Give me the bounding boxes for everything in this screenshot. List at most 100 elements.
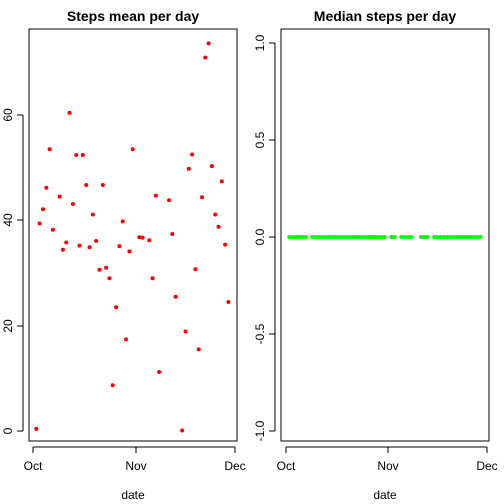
chart-title: Median steps per day xyxy=(314,8,457,24)
data-point xyxy=(94,238,99,243)
data-point xyxy=(346,235,351,239)
data-point xyxy=(213,212,218,217)
data-point xyxy=(389,235,394,239)
data-point xyxy=(468,235,473,239)
data-point xyxy=(432,235,437,239)
data-point xyxy=(127,249,132,254)
data-point xyxy=(157,370,162,374)
data-point xyxy=(399,235,404,239)
data-point xyxy=(323,235,328,239)
y-tick-label: 20 xyxy=(1,319,15,333)
panel-median-steps: Median steps per day Oct Nov Dec date -1… xyxy=(253,8,498,502)
data-point xyxy=(303,235,308,239)
data-point xyxy=(461,235,466,239)
x-tick-label: Dec xyxy=(476,459,497,473)
data-point xyxy=(465,235,470,239)
data-point xyxy=(478,235,483,239)
chart-title: Steps mean per day xyxy=(67,8,199,24)
data-point xyxy=(409,235,414,239)
data-point xyxy=(442,235,447,239)
y-tick-label: 0.5 xyxy=(253,131,267,148)
data-point xyxy=(475,235,480,239)
data-point xyxy=(167,198,171,203)
data-point xyxy=(330,235,335,239)
data-point xyxy=(349,235,354,239)
y-tick-label: 0 xyxy=(1,427,15,434)
data-point xyxy=(173,294,178,299)
data-point xyxy=(206,41,211,46)
data-point xyxy=(366,235,371,239)
data-point xyxy=(382,235,387,239)
data-point xyxy=(316,235,321,239)
data-point xyxy=(310,235,315,239)
data-point xyxy=(87,245,92,250)
y-axis: -1.0 -0.5 0.0 0.5 1.0 xyxy=(253,34,276,441)
data-point xyxy=(376,235,381,239)
data-point xyxy=(223,242,228,247)
data-point xyxy=(147,238,152,243)
points-layer xyxy=(34,41,231,433)
data-point xyxy=(124,337,128,342)
data-point xyxy=(60,247,65,252)
data-point xyxy=(130,147,135,152)
y-tick-label: 0.0 xyxy=(253,228,267,245)
data-point xyxy=(343,235,348,239)
data-point xyxy=(339,235,344,239)
data-point xyxy=(70,202,75,206)
panel-steps-mean: Steps mean per day Oct Nov Dec date 0 20… xyxy=(1,8,246,502)
data-point xyxy=(320,235,325,239)
data-point xyxy=(209,164,214,169)
data-point xyxy=(150,276,155,281)
x-tick-label: Nov xyxy=(377,459,398,473)
data-point xyxy=(445,235,450,239)
data-point xyxy=(293,235,298,239)
data-point xyxy=(41,207,45,212)
data-point xyxy=(353,235,358,239)
data-point xyxy=(363,235,367,239)
data-point xyxy=(64,240,69,245)
x-axis-label: date xyxy=(373,488,397,502)
data-point xyxy=(50,227,55,232)
data-point xyxy=(438,235,443,239)
data-point xyxy=(379,235,384,239)
plot-frame xyxy=(28,28,238,442)
data-point xyxy=(372,235,377,239)
x-axis-label: date xyxy=(121,488,145,502)
data-point xyxy=(74,153,79,157)
points-layer xyxy=(287,235,483,239)
data-point xyxy=(120,219,125,224)
x-axis: Oct Nov Dec date xyxy=(24,446,246,502)
plot-frame xyxy=(280,28,490,442)
data-point xyxy=(216,224,221,229)
data-point xyxy=(110,383,115,388)
data-point xyxy=(405,235,410,239)
data-point xyxy=(196,347,201,352)
data-point xyxy=(97,267,102,272)
y-tick-label: -0.5 xyxy=(253,323,267,344)
data-point xyxy=(107,276,112,281)
data-point xyxy=(153,193,158,198)
data-point xyxy=(422,235,427,239)
y-tick-label: 60 xyxy=(1,108,15,122)
data-point xyxy=(44,185,49,190)
data-point xyxy=(57,194,62,199)
y-tick-label: -1.0 xyxy=(253,420,267,441)
x-tick-label: Oct xyxy=(24,459,43,473)
data-point xyxy=(313,235,318,239)
data-point xyxy=(77,243,82,248)
x-axis: Oct Nov Dec date xyxy=(277,446,498,502)
data-point xyxy=(452,235,456,239)
data-point xyxy=(226,300,231,304)
data-point xyxy=(435,235,440,239)
data-point xyxy=(455,235,460,239)
data-point xyxy=(402,235,407,239)
data-point xyxy=(297,235,302,239)
data-point xyxy=(80,153,85,157)
data-point xyxy=(326,235,331,239)
data-point xyxy=(448,235,453,239)
data-point xyxy=(84,183,89,187)
data-point xyxy=(203,55,208,60)
y-tick-label: 40 xyxy=(1,213,15,227)
data-point xyxy=(180,428,185,433)
